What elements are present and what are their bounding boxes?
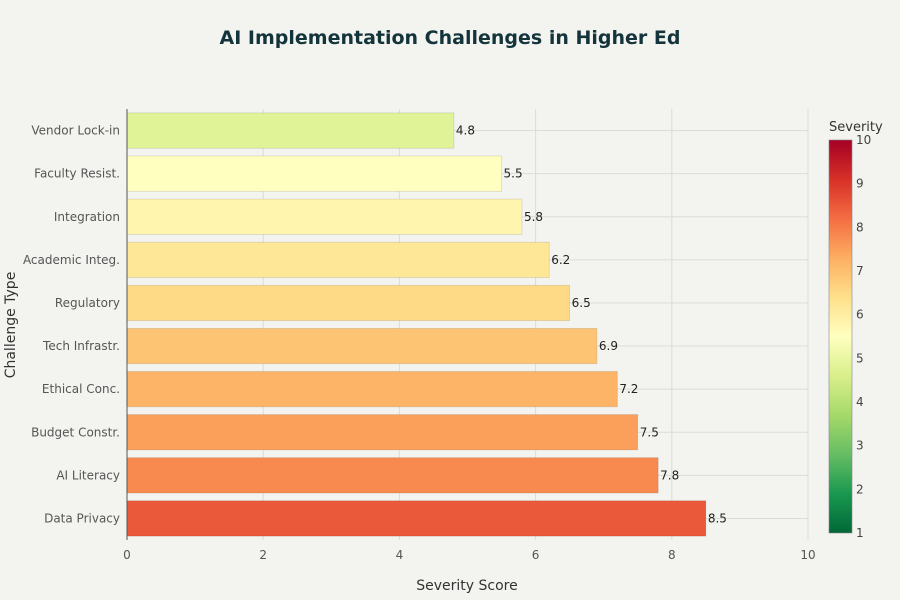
bar <box>126 198 523 235</box>
y-tick-label: Integration <box>54 210 120 224</box>
x-tick-label: 2 <box>259 548 267 562</box>
bar-value-label: 4.8 <box>456 124 475 138</box>
x-tick-label: 8 <box>668 548 676 562</box>
y-tick-label: Tech Infrastr. <box>42 339 120 353</box>
chart-title: AI Implementation Challenges in Higher E… <box>220 27 681 49</box>
bar-value-label: 7.8 <box>660 468 679 482</box>
bar-value-label: 7.5 <box>640 425 659 439</box>
x-tick-label: 10 <box>800 548 815 562</box>
bar-value-label: 7.2 <box>619 382 638 396</box>
colorbar-tick-label: 10 <box>856 133 871 147</box>
colorbar-tick-label: 6 <box>856 308 864 322</box>
bar <box>126 327 598 365</box>
y-tick-label: Vendor Lock-in <box>31 124 120 138</box>
colorbar: Severity 1 2 3 4 5 6 7 8 9 10 <box>828 120 883 540</box>
colorbar-tick-label: 8 <box>856 220 864 234</box>
colorbar-tick-label: 2 <box>856 482 864 496</box>
bar-value-label: 6.2 <box>551 253 570 267</box>
bar <box>126 457 659 494</box>
y-tick-label: AI Literacy <box>56 468 120 482</box>
colorbar-tick-label: 7 <box>856 264 864 278</box>
bar-value-label: 8.5 <box>708 511 727 525</box>
colorbar-tick-label: 1 <box>856 526 864 540</box>
x-axis-title: Severity Score <box>416 578 517 594</box>
x-tick-label: 6 <box>532 548 540 562</box>
y-tick-label: Data Privacy <box>44 511 120 525</box>
colorbar-ticks: 1 2 3 4 5 6 7 8 9 10 <box>856 133 871 540</box>
bar <box>126 112 455 149</box>
bar-value-label: 5.8 <box>524 210 543 224</box>
y-tick-label: Regulatory <box>55 296 120 310</box>
bar-value-label: 6.9 <box>599 339 618 353</box>
colorbar-title: Severity <box>829 120 883 135</box>
y-tick-labels: Vendor Lock-in Faculty Resist. Integration… <box>23 124 120 526</box>
x-tick-label: 0 <box>123 548 131 562</box>
colorbar-tick-label: 3 <box>856 439 864 453</box>
bar <box>126 155 502 192</box>
bar <box>126 284 571 322</box>
colorbar-tick-label: 5 <box>856 351 864 365</box>
colorbar-scale <box>828 139 853 534</box>
y-axis-title: Challenge Type <box>3 272 19 379</box>
bars: 4.8 5.5 5.8 6.2 6.5 6.9 7.2 7.5 7.8 8.5 <box>126 112 727 537</box>
x-tick-labels: 0 2 4 6 8 10 <box>123 548 815 562</box>
y-tick-label: Budget Constr. <box>31 425 120 439</box>
bar <box>126 371 618 408</box>
x-tick-label: 4 <box>396 548 404 562</box>
bar <box>126 500 707 537</box>
bar <box>126 241 550 278</box>
y-tick-label: Ethical Conc. <box>42 382 120 396</box>
y-tick-label: Academic Integ. <box>23 253 120 267</box>
bar-value-label: 5.5 <box>504 167 523 181</box>
colorbar-tick-label: 9 <box>856 177 864 191</box>
y-tick-label: Faculty Resist. <box>34 167 120 181</box>
colorbar-tick-label: 4 <box>856 395 864 409</box>
bar-value-label: 6.5 <box>572 296 591 310</box>
bar <box>126 414 639 451</box>
